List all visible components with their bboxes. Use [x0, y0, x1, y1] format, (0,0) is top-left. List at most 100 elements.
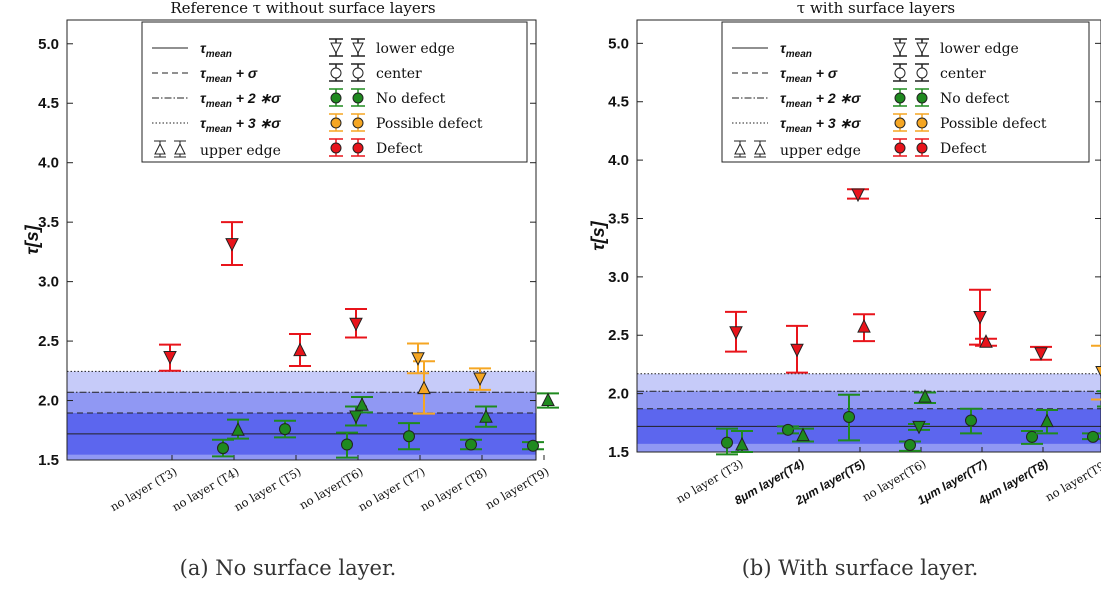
legend-label-tau_sigma3: τmean + 3 ∗σ: [780, 115, 861, 135]
data-point-lower-possible_defect: [407, 342, 429, 375]
center-icon: [894, 92, 906, 104]
lower-edge-icon: [330, 42, 342, 55]
x-tick-label: no layer(T9): [483, 464, 552, 512]
lower-edge-marker: [851, 188, 865, 203]
legend-label-tau_sigma3: τmean + 3 ∗σ: [200, 115, 281, 135]
legend-label-no-defect: No defect: [376, 91, 446, 107]
y-tick-label: 4.5: [38, 95, 59, 112]
data-point-lower-defect: [345, 307, 367, 339]
data-point-center-no_defect: [838, 393, 860, 442]
center-icon: [894, 67, 906, 79]
upper-edge-marker: [293, 342, 307, 357]
legend-label-center: center: [376, 66, 422, 82]
data-point-lower-no_defect: [908, 420, 930, 435]
data-point-lower-defect: [725, 310, 747, 353]
upper-edge-marker: [857, 318, 871, 333]
legend-label-no-defect: No defect: [940, 91, 1010, 107]
data-point-lower-defect: [1030, 345, 1052, 361]
center-icon: [352, 142, 364, 154]
upper-edge-marker: [355, 397, 369, 411]
legend-label-tau_mean: τmean: [200, 40, 232, 60]
center-icon: [916, 142, 928, 154]
lower-edge-icon: [916, 42, 928, 55]
data-point-upper-no_defect: [537, 392, 559, 409]
data-points: [159, 221, 559, 459]
lower-edge-marker: [1034, 347, 1048, 361]
center-icon: [330, 142, 342, 154]
upper-edge-marker: [796, 427, 810, 442]
data-point-upper-no_defect: [914, 389, 936, 404]
y-tick-label: 1.5: [608, 444, 629, 461]
upper-edge-marker: [918, 389, 932, 403]
lower-edge-marker: [790, 343, 804, 358]
data-point-center-no_defect: [716, 427, 738, 456]
y-tick-label: 2.0: [38, 393, 59, 410]
data-point-center-no_defect: [777, 423, 799, 436]
lower-edge-marker: [411, 352, 425, 366]
data-point-lower-defect: [786, 324, 808, 374]
upper-edge-marker: [979, 334, 993, 348]
center-marker: [403, 430, 415, 443]
data-point-center-no_defect: [398, 422, 420, 451]
data-points: [716, 188, 1101, 456]
x-tick-label: no layer (T3): [108, 464, 180, 514]
x-tick-label: no layer (T4): [170, 464, 242, 514]
data-point-upper-defect: [289, 332, 311, 368]
figure-caption: (a) No surface layer.: [180, 556, 397, 580]
data-point-lower-defect: [847, 188, 869, 203]
legend: τmean τmean + σ τmean + 2 ∗σ τmean + 3 ∗σ up…: [721, 21, 1090, 163]
legend-label-lower-edge: lower edge: [940, 41, 1019, 57]
x-tick-label: no layer (T5): [232, 464, 304, 514]
y-tick-label: 3.0: [608, 269, 629, 286]
x-tick-label: no layer(T6): [297, 464, 366, 512]
legend-label-tau_sigma2: τmean + 2 ∗σ: [780, 90, 861, 110]
data-point-lower-defect: [969, 288, 991, 346]
upper-edge-marker: [541, 392, 555, 407]
data-point-center-no_defect: [960, 407, 982, 435]
data-point-lower-possible_defect: [1091, 344, 1101, 401]
panel-b: τ with surface layers 1.5 2.0 2.5 3.0 3.5 4.0 4…: [588, 0, 1101, 580]
upper-edge-marker: [417, 380, 431, 395]
upper-edge-marker: [231, 422, 245, 436]
legend-label-tau_mean: τmean: [780, 40, 812, 60]
x-tick-label: no layer(T9): [1043, 456, 1101, 504]
data-point-center-no_defect: [274, 419, 296, 439]
sigma-bands: [67, 370, 536, 460]
legend-label-possible-defect: Possible defect: [376, 116, 483, 132]
center-icon: [352, 67, 364, 79]
center-marker: [217, 442, 229, 455]
upper-edge-icon: [174, 142, 186, 155]
y-axis-label: τ[s]: [588, 220, 608, 250]
legend-label-upper-edge: upper edge: [780, 143, 861, 159]
legend: τmean τmean + σ τmean + 2 ∗σ τmean + 3 ∗σ up…: [141, 21, 528, 163]
data-point-upper-defect: [975, 334, 997, 348]
data-point-upper-no_defect: [792, 427, 814, 443]
legend-label-possible-defect: Possible defect: [940, 116, 1047, 132]
upper-edge-marker: [735, 436, 749, 451]
data-point-lower-defect: [221, 221, 243, 266]
data-point-upper-no_defect: [475, 405, 497, 428]
chart-title: Reference τ without surface layers: [170, 0, 435, 17]
center-icon: [916, 117, 928, 129]
data-point-center-no_defect: [460, 438, 482, 451]
sigma-bands: [637, 373, 1101, 452]
center-marker: [279, 423, 291, 436]
upper-edge-icon: [754, 142, 766, 155]
lower-edge-marker: [163, 351, 177, 365]
y-axis-label: τ[s]: [22, 224, 42, 254]
center-marker: [965, 414, 977, 427]
lower-edge-marker: [973, 311, 987, 325]
lower-edge-marker: [729, 326, 743, 340]
center-icon: [352, 92, 364, 104]
data-point-center-no_defect: [1082, 430, 1101, 443]
y-tick-label: 2.5: [608, 327, 629, 344]
y-tick-label: 3.0: [38, 274, 59, 291]
center-icon: [894, 117, 906, 129]
y-tick-label: 2.5: [38, 333, 59, 350]
lower-edge-icon: [894, 42, 906, 55]
y-tick-label: 4.0: [38, 155, 59, 172]
data-point-center-no_defect: [522, 439, 544, 452]
legend-label-tau_sigma1: τmean + σ: [200, 65, 258, 85]
center-icon: [330, 67, 342, 79]
legend-label-tau_sigma2: τmean + 2 ∗σ: [200, 90, 281, 110]
